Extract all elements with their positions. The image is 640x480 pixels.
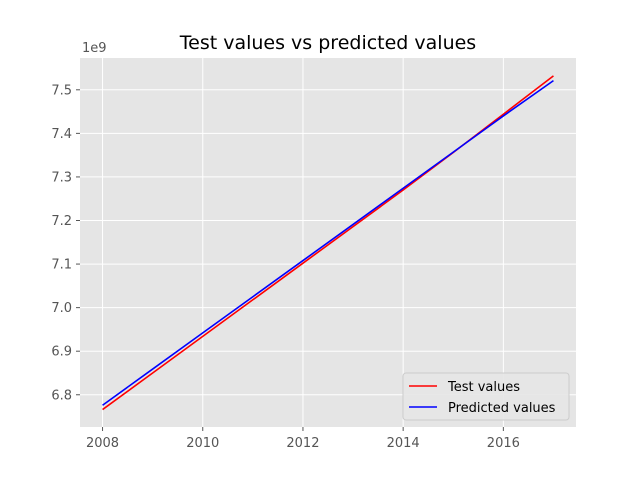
x-tick-label: 2010	[186, 436, 219, 451]
chart-title: Test values vs predicted values	[179, 32, 476, 54]
y-tick-label: 6.9	[51, 345, 72, 360]
x-axis-ticks: 2008 2010 2012 2014 2016	[86, 427, 520, 451]
x-tick-label: 2008	[86, 436, 119, 451]
y-tick-label: 7.3	[51, 170, 72, 185]
y-tick-label: 7.4	[51, 127, 72, 142]
x-tick-label: 2014	[387, 436, 420, 451]
series-layer	[102, 75, 554, 411]
y-tick-label: 7.2	[51, 214, 72, 229]
y-tick-label: 7.5	[51, 83, 72, 98]
y-offset-label: 1e9	[82, 41, 107, 56]
series-line-predicted-values	[102, 79, 554, 406]
x-tick-label: 2016	[487, 436, 520, 451]
legend-label-test-values: Test values	[447, 380, 520, 395]
x-gridlines	[102, 58, 504, 427]
legend: Test values Predicted values	[402, 372, 570, 421]
legend-label-predicted-values: Predicted values	[448, 401, 556, 416]
y-tick-label: 6.8	[51, 388, 72, 403]
y-gridlines	[80, 89, 576, 396]
y-tick-label: 7.1	[51, 258, 72, 273]
y-tick-label: 7.0	[51, 301, 72, 316]
legend-box	[402, 372, 570, 421]
x-tick-label: 2012	[286, 436, 319, 451]
y-axis-ticks: 6.8 6.9 7.0 7.1 7.2 7.3 7.4 7.5	[51, 83, 80, 403]
